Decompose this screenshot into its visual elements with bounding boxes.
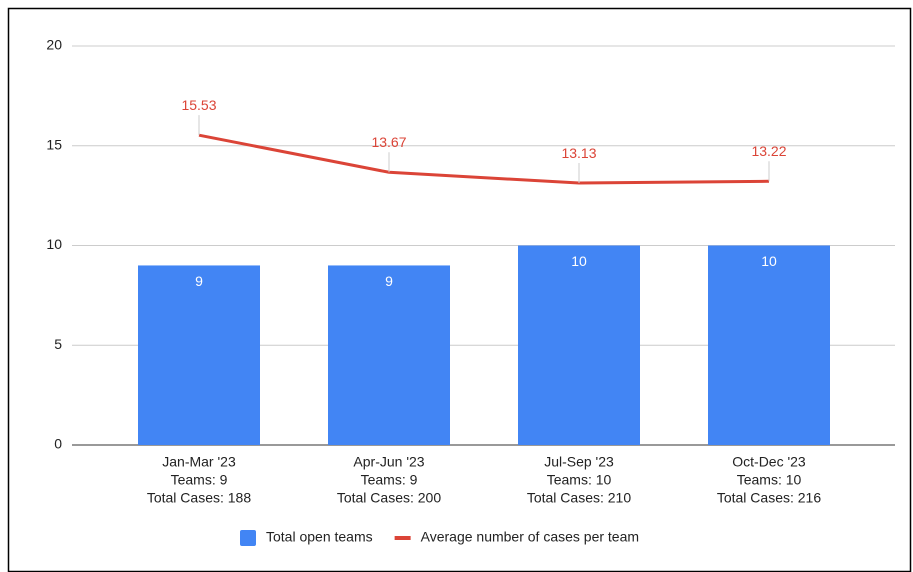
x-tick-label: Jul-Sep '23 xyxy=(544,454,614,470)
line-value-label: 13.13 xyxy=(561,145,596,161)
x-tick-label: Total Cases: 188 xyxy=(147,490,251,506)
x-tick-label: Teams: 10 xyxy=(547,472,612,488)
x-tick-label: Total Cases: 210 xyxy=(527,490,631,506)
bar xyxy=(328,265,450,445)
y-tick-label: 15 xyxy=(46,136,62,152)
bar xyxy=(708,245,830,445)
legend-swatch xyxy=(394,536,411,540)
bar-value-label: 10 xyxy=(761,253,777,269)
x-tick-label: Total Cases: 216 xyxy=(717,490,821,506)
x-tick-label: Oct-Dec '23 xyxy=(732,454,806,470)
line xyxy=(198,133,770,185)
bar-value-label: 9 xyxy=(385,273,393,289)
x-tick-label: Teams: 10 xyxy=(737,472,802,488)
y-tick-label: 5 xyxy=(54,336,62,352)
x-tick-label: Jan-Mar '23 xyxy=(162,454,236,470)
y-tick-label: 0 xyxy=(54,436,62,452)
line-value-label: 13.67 xyxy=(371,134,406,150)
legend-swatch xyxy=(240,530,256,546)
x-tick-label: Teams: 9 xyxy=(171,472,228,488)
bar-value-label: 9 xyxy=(195,273,203,289)
line-value-label: 15.53 xyxy=(181,97,216,113)
y-tick-label: 20 xyxy=(46,37,62,53)
x-tick-label: Apr-Jun '23 xyxy=(353,454,424,470)
x-tick-label: Total Cases: 200 xyxy=(337,490,441,506)
legend-label: Average number of cases per team xyxy=(421,529,639,545)
bar xyxy=(518,245,640,445)
bar xyxy=(138,265,260,445)
bar-value-label: 10 xyxy=(571,253,587,269)
x-tick-label: Teams: 9 xyxy=(361,472,418,488)
legend-label: Total open teams xyxy=(266,529,373,545)
line-value-label: 13.22 xyxy=(751,143,786,159)
y-tick-label: 10 xyxy=(46,236,62,252)
